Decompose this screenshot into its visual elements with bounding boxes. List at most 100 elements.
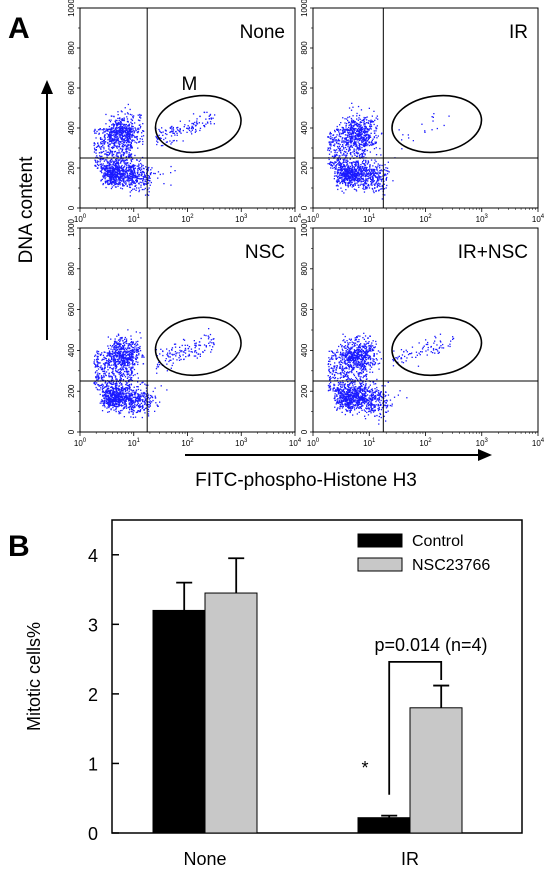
g2-point (345, 124, 347, 126)
g2-point (132, 350, 134, 353)
s-phase-point (101, 140, 103, 143)
s-phase-point (106, 166, 108, 168)
g2-point (131, 139, 133, 141)
g2-point (129, 135, 131, 138)
g1-point (118, 173, 120, 175)
tail-point (378, 175, 380, 178)
g2-point (115, 119, 117, 121)
s-phase-point (337, 138, 340, 140)
tail-point (385, 174, 387, 176)
g1-point (101, 172, 103, 174)
g1-point (123, 162, 125, 164)
s-phase-point (362, 149, 364, 151)
s-phase-point (337, 128, 339, 130)
g2-point (373, 110, 375, 112)
g1-point (124, 401, 126, 403)
g2-point (119, 340, 121, 343)
g1-point (112, 391, 114, 393)
s-phase-point (97, 129, 100, 131)
s-phase-point (355, 137, 358, 140)
g1-point (157, 171, 160, 173)
g1-point (118, 413, 120, 415)
g2-point (139, 350, 142, 352)
g2-point (131, 114, 133, 116)
s-phase-point (336, 129, 339, 131)
s-phase-point (120, 350, 122, 352)
g2-point (129, 130, 131, 132)
g2-point (119, 128, 121, 130)
g1-point (113, 170, 115, 172)
g2-point (114, 127, 117, 129)
tail-point (372, 180, 374, 182)
g2-point (107, 145, 109, 147)
g1-point (122, 180, 124, 182)
s-phase-point (353, 135, 355, 137)
g2-point (350, 122, 352, 124)
g2-point (137, 132, 139, 134)
g1-point (349, 162, 351, 164)
g1-point (348, 173, 351, 175)
s-phase-point (364, 154, 366, 156)
s-phase-point (360, 164, 362, 166)
g1-point (130, 159, 132, 162)
s-phase-point (101, 155, 103, 157)
s-phase-point (115, 131, 117, 134)
tail-point (144, 183, 146, 185)
g2-point (362, 144, 364, 146)
g2-point (377, 118, 379, 120)
g1-point (99, 170, 101, 172)
g2-point (120, 121, 122, 123)
g1-point (131, 166, 133, 168)
s-phase-point (111, 364, 113, 366)
g1-point (105, 402, 108, 404)
g2-point (376, 127, 378, 130)
g2-point (358, 123, 360, 126)
s-phase-point (118, 162, 120, 165)
tail-point (371, 178, 374, 180)
g2-point (367, 136, 370, 138)
s-phase-point (130, 144, 132, 147)
g1-point (125, 406, 127, 408)
g1-point (142, 171, 144, 173)
s-phase-point (131, 373, 133, 375)
s-phase-point (129, 137, 131, 140)
g1-point (344, 175, 346, 177)
s-phase-point (99, 385, 101, 387)
y-tick-label: 1000 (67, 0, 76, 17)
g1-point (141, 394, 143, 396)
g2-point (358, 114, 361, 117)
g1-point (106, 391, 108, 393)
s-phase-point (117, 363, 119, 365)
g1-point (116, 171, 119, 173)
g1-point (111, 386, 113, 388)
g2-point (129, 351, 131, 353)
s-phase-point (99, 373, 101, 375)
g1-point (350, 179, 352, 181)
g1-point (370, 174, 372, 176)
g1-point (152, 390, 154, 393)
g1-point (112, 163, 114, 165)
g2-point (119, 129, 121, 131)
g2-point (121, 366, 123, 368)
tail-point (144, 174, 146, 176)
g2-point (351, 137, 354, 139)
g2-point (119, 348, 121, 350)
g2-point (114, 345, 116, 347)
g2-point (346, 128, 348, 130)
g1-point (115, 175, 117, 178)
g1-point (339, 176, 341, 178)
mitotic-point (196, 122, 198, 124)
mitotic-point (213, 123, 215, 125)
tail-point (140, 184, 142, 186)
s-phase-point (100, 368, 103, 371)
s-phase-point (100, 148, 102, 150)
tail-point (377, 182, 380, 184)
g2-point (110, 338, 112, 340)
g2-point (356, 134, 358, 136)
s-phase-point (104, 153, 106, 155)
s-phase-point (113, 144, 116, 146)
s-phase-point (118, 352, 121, 355)
g1-point (130, 173, 133, 175)
mitotic-point (169, 127, 172, 129)
g2-point (357, 105, 360, 108)
